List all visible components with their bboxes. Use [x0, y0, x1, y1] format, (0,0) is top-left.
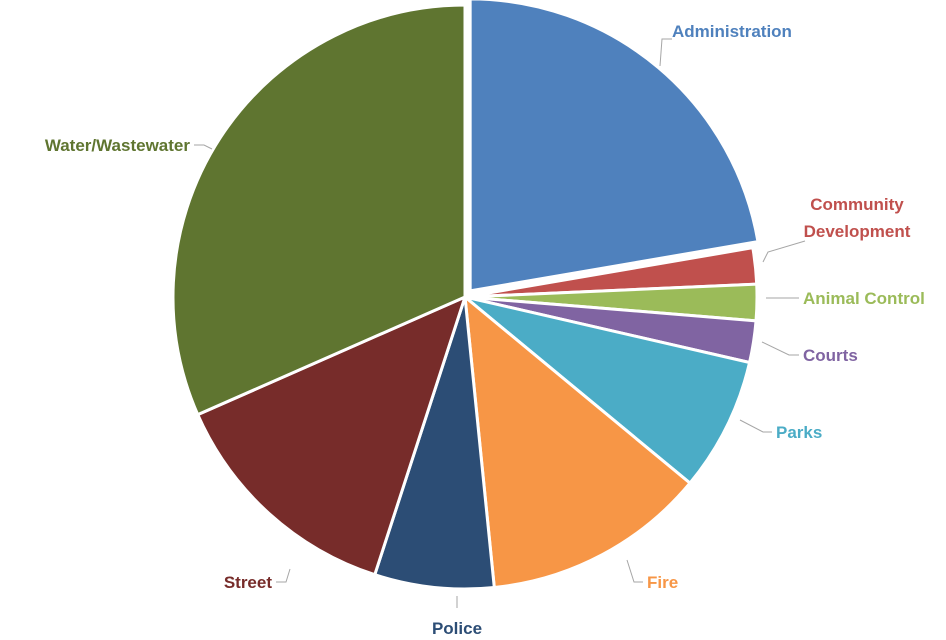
pie-slice-street — [195, 294, 468, 577]
pie-slice-parks — [464, 295, 752, 486]
slice-label-parks: Parks — [776, 423, 822, 442]
pie-slices — [171, 0, 760, 591]
leader-line-water-wastewater — [194, 144, 213, 150]
leader-line-community-development — [762, 240, 806, 263]
leader-line-administration — [659, 38, 672, 67]
leader-line-parks — [739, 419, 772, 433]
leader-line-street — [276, 568, 291, 583]
slice-label-animal-control: Animal Control — [803, 289, 925, 308]
pie-slice-water-wastewater — [171, 3, 467, 417]
slice-label-police: Police — [432, 619, 482, 638]
slice-label-administration: Administration — [672, 22, 792, 41]
leader-line-fire — [626, 559, 643, 583]
leader-line-courts — [761, 341, 799, 356]
slice-label-community-development: Community Development — [804, 195, 911, 241]
slice-label-courts: Courts — [803, 346, 858, 365]
pie-slice-administration — [468, 0, 760, 293]
slice-label-fire: Fire — [647, 573, 678, 592]
leader-lines — [194, 38, 806, 608]
slice-label-street: Street — [224, 573, 273, 592]
slice-label-water-wastewater: Water/Wastewater — [45, 136, 191, 155]
slice-labels: Administration Community Development Animal… — [45, 22, 925, 638]
pie-slice-police — [372, 296, 496, 591]
pie-slice-fire — [463, 293, 693, 590]
